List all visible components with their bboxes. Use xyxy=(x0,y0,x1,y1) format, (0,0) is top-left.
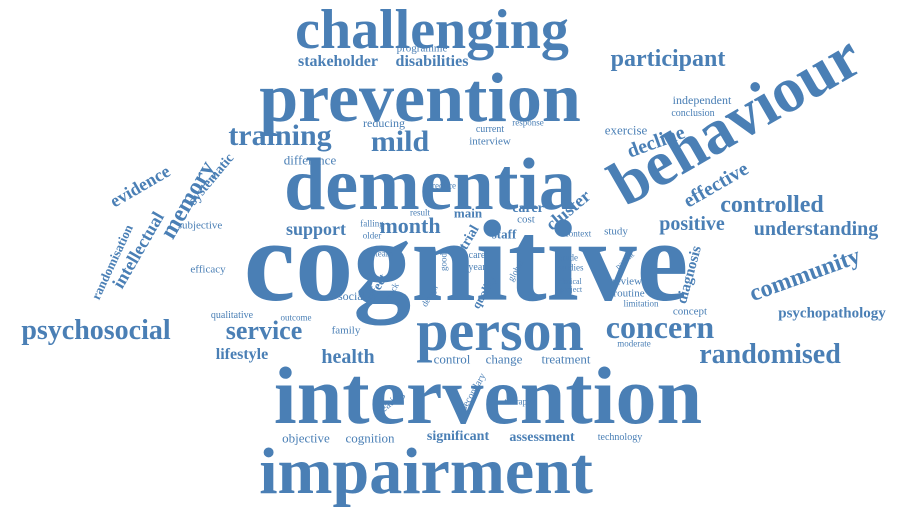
word-moderate: moderate xyxy=(617,338,651,349)
word-disabilities: disabilities xyxy=(395,53,469,70)
word-staff: staff xyxy=(491,226,517,242)
word-assessment: assessment xyxy=(509,430,575,445)
word-main: main xyxy=(453,205,483,221)
word-routine: routine xyxy=(613,287,645,300)
word-good: good xyxy=(438,253,449,271)
word-challenging: challenging xyxy=(295,0,569,61)
word-older: older xyxy=(362,230,382,241)
word-carer: carer xyxy=(512,201,544,216)
word-result: result xyxy=(410,207,430,218)
word-psychosocial: psychosocial xyxy=(21,315,171,346)
word-studies: studies xyxy=(558,262,584,273)
word-control: control xyxy=(433,351,471,367)
word-cognitive: cognitive xyxy=(243,198,689,326)
word-cost: cost xyxy=(517,213,535,226)
word-intervention: intervention xyxy=(273,350,703,441)
word-team: team xyxy=(375,248,393,259)
word-limitation: limitation xyxy=(623,298,659,309)
word-interview: interview xyxy=(469,135,511,148)
word-grade: grade xyxy=(558,252,578,263)
word-reduce: reduce xyxy=(432,180,456,191)
word-falling: falling xyxy=(360,218,384,229)
word-evidence: evidence xyxy=(106,160,174,212)
word-efficacy: efficacy xyxy=(190,263,226,276)
word-current: current xyxy=(475,124,505,135)
word-therapist: therapist xyxy=(504,396,536,407)
word-stakeholder: stakeholder xyxy=(298,53,378,70)
word-randomised: randomised xyxy=(699,339,841,370)
word-reducing: reducing xyxy=(363,116,405,130)
word-training: training xyxy=(228,119,332,152)
word-qualitative: qualitative xyxy=(210,310,254,321)
word-positive: positive xyxy=(659,213,725,235)
word-technology: technology xyxy=(597,432,643,443)
word-significant: significant xyxy=(426,429,490,444)
word-care: care xyxy=(468,250,486,261)
word-lifestyle: lifestyle xyxy=(215,346,269,363)
word-outcome: outcome xyxy=(280,312,312,323)
word-response: response xyxy=(512,117,544,128)
word-impairment: impairment xyxy=(259,435,593,508)
word-conclusion: conclusion xyxy=(671,108,715,119)
word-clinical: clinical xyxy=(558,277,582,286)
word-month: month xyxy=(379,213,441,238)
word-change: change xyxy=(485,351,523,367)
word-project: project xyxy=(559,285,583,294)
word-health: health xyxy=(321,346,375,368)
word-dementia: dementia xyxy=(284,144,576,226)
word-difference: difference xyxy=(283,152,337,168)
word-psychopathology: psychopathology xyxy=(778,305,886,322)
word-family: family xyxy=(331,324,361,337)
word-mild: mild xyxy=(370,125,430,158)
word-prevention: prevention xyxy=(259,60,581,137)
word-cognition: cognition xyxy=(345,430,395,446)
word-context: context xyxy=(564,228,592,239)
word-subjective: subjective xyxy=(177,219,223,232)
word-service: service xyxy=(225,316,303,345)
word-objective: objective xyxy=(282,430,330,446)
word-understanding: understanding xyxy=(753,218,879,240)
word-year: year xyxy=(468,262,486,273)
word-exercise: exercise xyxy=(604,122,648,138)
word-person: person xyxy=(416,298,584,363)
word-concept: concept xyxy=(672,305,708,318)
word-study: study xyxy=(604,225,628,238)
word-community: community xyxy=(746,242,864,308)
word-controlled: controlled xyxy=(720,192,824,218)
word-programme: programme xyxy=(396,42,448,55)
word-support: support xyxy=(285,219,347,239)
word-treatment: treatment xyxy=(541,351,591,367)
word-social: social xyxy=(338,289,366,303)
word-participant: participant xyxy=(610,46,726,72)
word-concern: concern xyxy=(605,309,715,345)
word-independent: independent xyxy=(672,93,732,107)
word-review: review xyxy=(612,275,642,288)
